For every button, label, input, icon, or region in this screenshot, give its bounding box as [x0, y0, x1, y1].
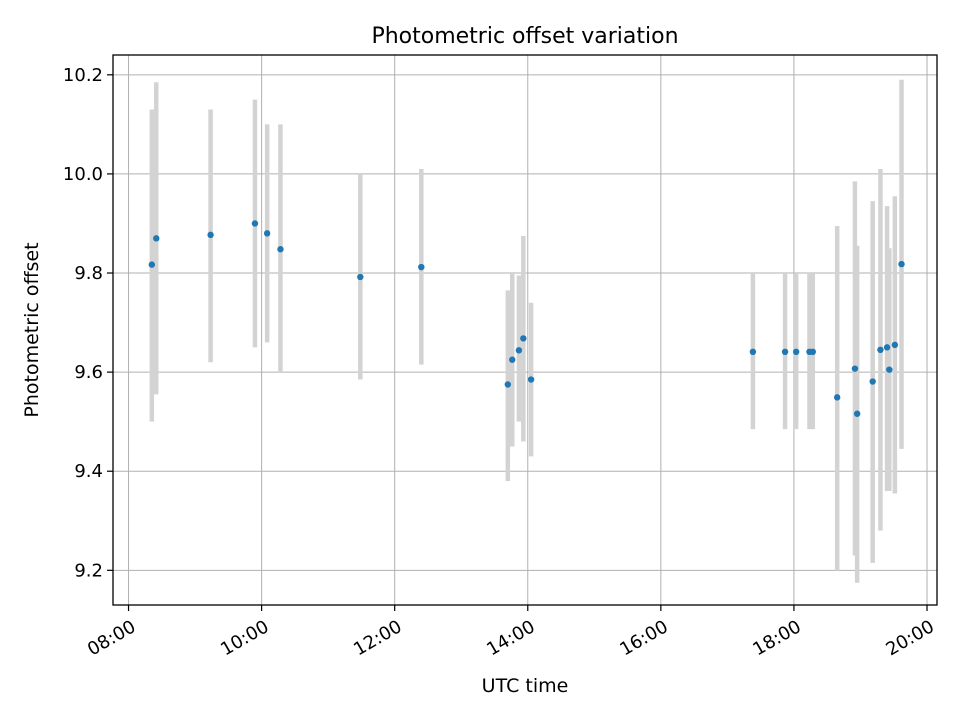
y-axis-ticks: 9.2 9.4 9.6 9.8 10.0 10.2 [63, 65, 113, 581]
data-point [527, 376, 535, 383]
data-point [509, 356, 516, 363]
data-point [148, 261, 156, 268]
data-point [207, 231, 214, 239]
plot-frame [112, 54, 938, 606]
data-point [520, 335, 527, 342]
data-point [357, 273, 364, 281]
data-point [792, 348, 800, 356]
data-point [809, 348, 816, 356]
data-point [515, 347, 523, 354]
data-point [883, 344, 891, 351]
y-axis-label: Photometric offset [21, 242, 43, 417]
data-point [781, 348, 789, 356]
data-point [851, 365, 859, 372]
data-point [891, 341, 899, 349]
data-point [877, 346, 884, 354]
x-axis-label: UTC time [482, 675, 569, 697]
data-point [504, 381, 512, 388]
data-point [886, 366, 893, 373]
chart-title: Photometric offset variation [371, 24, 678, 49]
data-point [418, 263, 425, 271]
y-tick-label: 9.8 [74, 263, 103, 284]
y-tick-label: 10.0 [63, 164, 103, 185]
data-point [263, 230, 271, 237]
data-point [853, 410, 861, 417]
data-point [833, 394, 841, 401]
y-tick-label: 9.2 [74, 560, 103, 581]
y-tick-label: 10.2 [63, 65, 103, 86]
data-point [153, 235, 160, 242]
data-point [869, 378, 876, 385]
data-point [277, 246, 284, 253]
y-tick-label: 9.4 [74, 461, 103, 482]
data-points [148, 220, 905, 417]
data-point [749, 348, 757, 356]
y-tick-label: 9.6 [74, 362, 103, 383]
data-point [898, 260, 905, 268]
data-point [251, 220, 259, 227]
